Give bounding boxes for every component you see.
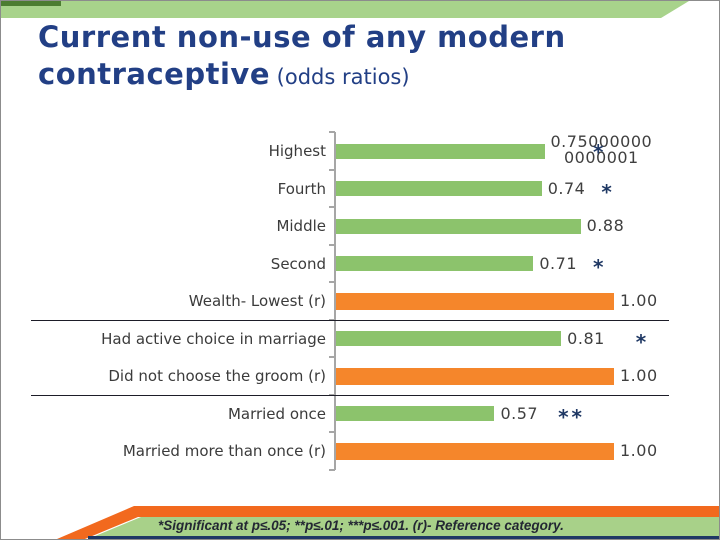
significance-star: ** <box>558 404 585 429</box>
axis-tick <box>329 131 335 133</box>
value-label: 0.81 <box>567 328 605 348</box>
title-line-1: Current non-use of any modern <box>38 20 566 54</box>
axis-tick <box>329 281 335 283</box>
category-label: Had active choice in marriage <box>101 329 326 348</box>
significance-footnote: *Significant at p≤.05; **p≤.01; ***p≤.00… <box>158 518 564 533</box>
value-label: 0.57 <box>500 403 539 423</box>
category-label: Highest <box>268 142 326 160</box>
significance-star: * <box>593 140 604 164</box>
bar-green <box>336 331 562 346</box>
top-left-accent <box>1 1 61 6</box>
category-label: Married more than once (r) <box>122 442 326 460</box>
axis-tick <box>329 431 335 433</box>
category-label: Fourth <box>277 179 326 198</box>
value-label-line: 0.75000000 <box>550 132 653 151</box>
value-label: 0.71 <box>539 253 577 273</box>
axis-tick <box>329 206 335 208</box>
bar-orange <box>336 367 614 385</box>
value-label-wrap: 0.74 * <box>547 178 615 204</box>
category-label: Second <box>270 254 326 273</box>
axis-tick <box>329 168 335 171</box>
bar-green <box>336 218 581 234</box>
value-label-wrap: 1.00 <box>620 440 658 462</box>
top-accent-band <box>1 1 689 18</box>
value-label: 1.00 <box>620 441 658 460</box>
title-main-word: contraceptive <box>38 57 270 91</box>
bar-green <box>336 181 542 196</box>
footer-bottom-line <box>88 536 719 539</box>
bar-green <box>336 406 495 421</box>
slide-title: Current non-use of any modern contracept… <box>38 19 566 96</box>
value-label: 1.00 <box>620 366 658 385</box>
value-label-wrap: 1.00 <box>620 365 658 387</box>
title-subtitle: (odds ratios) <box>270 65 410 89</box>
value-label-wrap: 0.81 * <box>567 328 650 354</box>
category-label: Middle <box>276 217 326 235</box>
category-label: Did not choose the groom (r) <box>108 367 326 385</box>
axis-tick <box>329 243 335 246</box>
value-label: 0.88 <box>586 216 625 235</box>
value-label-wrap: 0.75000000 0000001 <box>551 134 653 166</box>
value-label-multiline: 0.75000000 0000001 <box>551 134 653 166</box>
value-label: 0.74 <box>547 178 586 198</box>
group-separator-line <box>31 394 669 396</box>
title-line-2: contraceptive (odds ratios) <box>38 56 566 96</box>
value-label-line: 0000001 <box>563 148 639 167</box>
axis-tick <box>329 468 335 471</box>
bar-green <box>336 256 534 271</box>
category-label: Married once <box>227 404 326 423</box>
category-axis <box>334 132 336 470</box>
category-label: Wealth- Lowest (r) <box>188 292 326 310</box>
value-label-wrap: 0.57 ** <box>500 403 585 429</box>
bar-green <box>336 143 545 159</box>
significance-star: * <box>593 254 607 279</box>
value-label: 1.00 <box>620 291 658 310</box>
significance-star: * <box>601 179 615 204</box>
value-label-wrap: 0.88 <box>587 215 625 237</box>
bar-orange <box>336 442 614 460</box>
significance-star: * <box>635 329 650 354</box>
bar-orange <box>336 292 614 310</box>
value-label-wrap: 1.00 <box>620 290 658 312</box>
axis-tick <box>329 356 335 358</box>
value-label-wrap: 0.71 * <box>539 253 607 279</box>
group-separator-line <box>31 319 669 321</box>
